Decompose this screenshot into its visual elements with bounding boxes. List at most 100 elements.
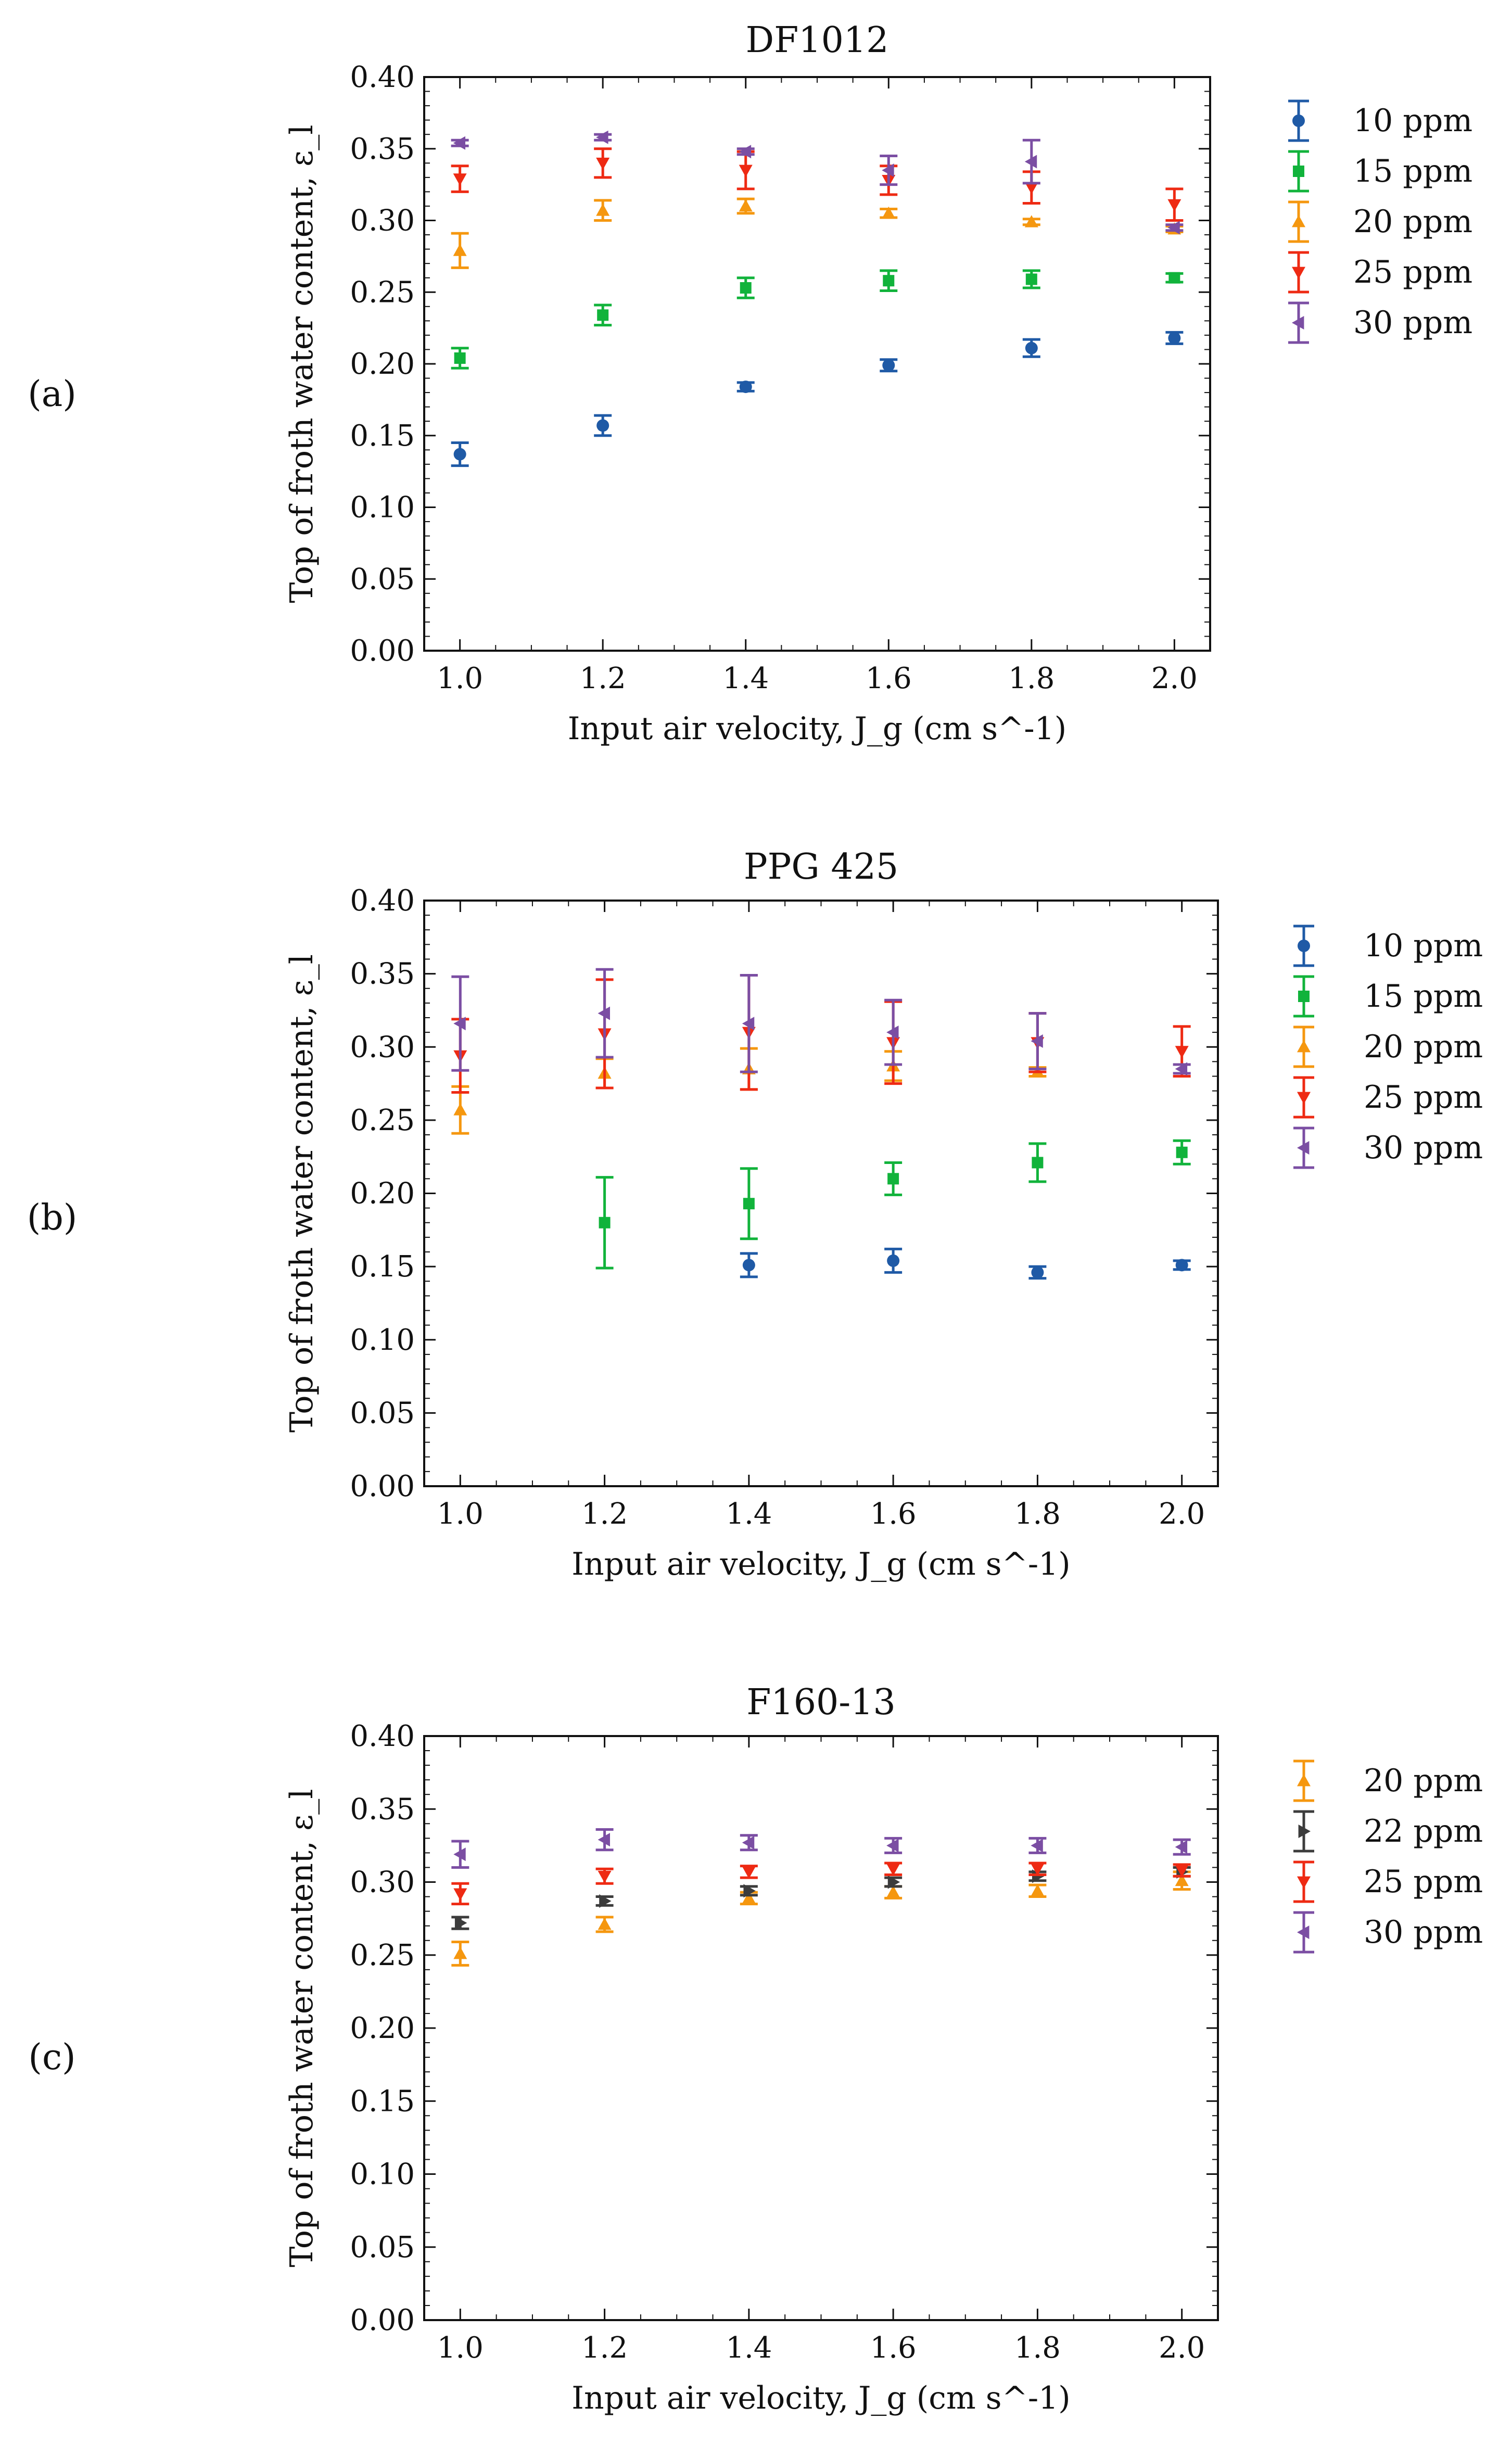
y-tick-label: 0.25 (350, 1104, 415, 1137)
chart-panel-1: (b) PPG 425 0.00 0.05 0.10 0.15 0.20 0.25 0.30 0.… (27, 846, 1483, 1582)
legend-entry: 22 ppm (1293, 1810, 1483, 1853)
legend-label: 20 ppm (1364, 1763, 1483, 1799)
legend-entry: 30 ppm (1293, 1126, 1483, 1169)
data-point (597, 309, 609, 321)
x-tick-label: 2.0 (1159, 1497, 1205, 1531)
legend-entry: 25 ppm (1293, 1076, 1483, 1119)
x-tick-label: 1.0 (437, 2331, 484, 2365)
data-point (887, 1173, 899, 1185)
y-tick-label: 0.40 (350, 1719, 415, 1753)
legend-marker (1298, 940, 1310, 952)
data-point (742, 1866, 756, 1879)
series-25-ppm (451, 1862, 1191, 1906)
data-point (596, 204, 610, 216)
data-point (882, 359, 895, 372)
data-point (886, 1839, 899, 1853)
x-tick-label: 1.4 (726, 2331, 772, 2365)
data-point (882, 163, 894, 178)
legend-entry: 20 ppm (1288, 200, 1472, 243)
series-20-ppm (451, 1870, 1191, 1967)
legend-label: 30 ppm (1364, 1130, 1483, 1166)
series-30-ppm (451, 130, 1184, 235)
data-point (742, 1259, 755, 1272)
data-point (598, 1833, 610, 1847)
legend-label: 20 ppm (1353, 204, 1472, 240)
y-tick-label: 0.00 (350, 1470, 415, 1503)
series-30-ppm (451, 968, 1191, 1076)
chart-panel-2: (c) F160-13 0.00 0.05 0.10 0.15 0.20 0.25 0.30 0.… (28, 1682, 1483, 2416)
y-tick-label: 0.20 (350, 2011, 415, 2045)
data-point (743, 1884, 756, 1898)
x-tick-label: 2.0 (1159, 2331, 1205, 2365)
y-tick-label: 0.25 (350, 275, 415, 309)
data-point (1031, 1863, 1045, 1876)
plot-frame (423, 76, 1211, 652)
data-point (1175, 1259, 1188, 1272)
data-point (596, 419, 609, 432)
data-point (1031, 1884, 1045, 1896)
y-tick-label: 0.05 (350, 1396, 415, 1430)
legend-label: 25 ppm (1364, 1079, 1483, 1116)
data-point (453, 1847, 466, 1862)
data-point (596, 130, 608, 144)
y-tick-label: 0.40 (350, 884, 415, 918)
y-tick-label: 0.00 (350, 2303, 415, 2337)
data-point (1168, 332, 1181, 345)
x-tick-label: 1.4 (722, 662, 769, 695)
chart-title: DF1012 (746, 20, 889, 61)
legend-label: 25 ppm (1364, 1864, 1483, 1900)
y-tick-label: 0.15 (350, 419, 415, 453)
chart-title: F160-13 (746, 1682, 895, 1723)
y-tick-label: 0.05 (350, 562, 415, 596)
legend-marker (1297, 1926, 1310, 1939)
series-20-ppm (451, 197, 1184, 269)
data-point (1032, 1869, 1045, 1883)
data-point (886, 1885, 900, 1898)
legend-label: 15 ppm (1364, 978, 1483, 1015)
legend-marker (1297, 1141, 1310, 1155)
data-point (739, 145, 752, 159)
data-point (453, 1103, 467, 1116)
x-tick-label: 1.0 (437, 1497, 484, 1531)
legend-entry: 25 ppm (1293, 1860, 1483, 1903)
legend-label: 30 ppm (1353, 305, 1472, 341)
data-point (887, 1875, 900, 1889)
data-point (1175, 1046, 1189, 1058)
x-tick-label: 1.6 (870, 1497, 917, 1531)
x-tick-label: 1.6 (866, 662, 912, 695)
data-point (598, 1917, 612, 1930)
data-point (1031, 1839, 1043, 1853)
panel-label: (b) (27, 1197, 78, 1238)
data-point (1175, 1865, 1189, 1878)
data-point (1175, 1873, 1189, 1886)
data-point (739, 381, 752, 394)
legend-marker (1297, 1040, 1311, 1053)
x-tick-label: 1.8 (1014, 1497, 1061, 1531)
y-axis-label: Top of froth water content, ε_l (284, 125, 320, 603)
data-point (1024, 155, 1037, 169)
x-tick-label: 1.8 (1014, 2331, 1061, 2365)
data-point (742, 1891, 756, 1904)
x-tick-label: 1.0 (437, 662, 483, 695)
data-point (1167, 199, 1181, 212)
data-point (598, 1870, 612, 1883)
data-point (454, 1916, 467, 1930)
legend-entry: 30 ppm (1288, 301, 1472, 344)
data-point (596, 157, 610, 170)
series-30-ppm (451, 1828, 1191, 1869)
data-point (1175, 1062, 1188, 1076)
data-point (887, 1254, 900, 1267)
data-point (742, 1017, 755, 1031)
legend-entry: 20 ppm (1293, 1025, 1483, 1068)
y-tick-label: 0.35 (350, 1792, 415, 1826)
legend-label: 30 ppm (1364, 1914, 1483, 1951)
chart-panel-0: (a) DF1012 0.00 0.05 0.10 0.15 0.20 0.25 0.30 0.3… (28, 20, 1472, 747)
data-point (599, 1894, 612, 1908)
x-tick-label: 1.2 (581, 1497, 628, 1531)
data-point (453, 1946, 467, 1959)
x-tick-label: 1.2 (581, 2331, 628, 2365)
data-point (1168, 272, 1180, 284)
data-point (599, 1217, 611, 1229)
legend-marker (1297, 1876, 1311, 1889)
series-10-ppm (740, 1247, 1191, 1280)
